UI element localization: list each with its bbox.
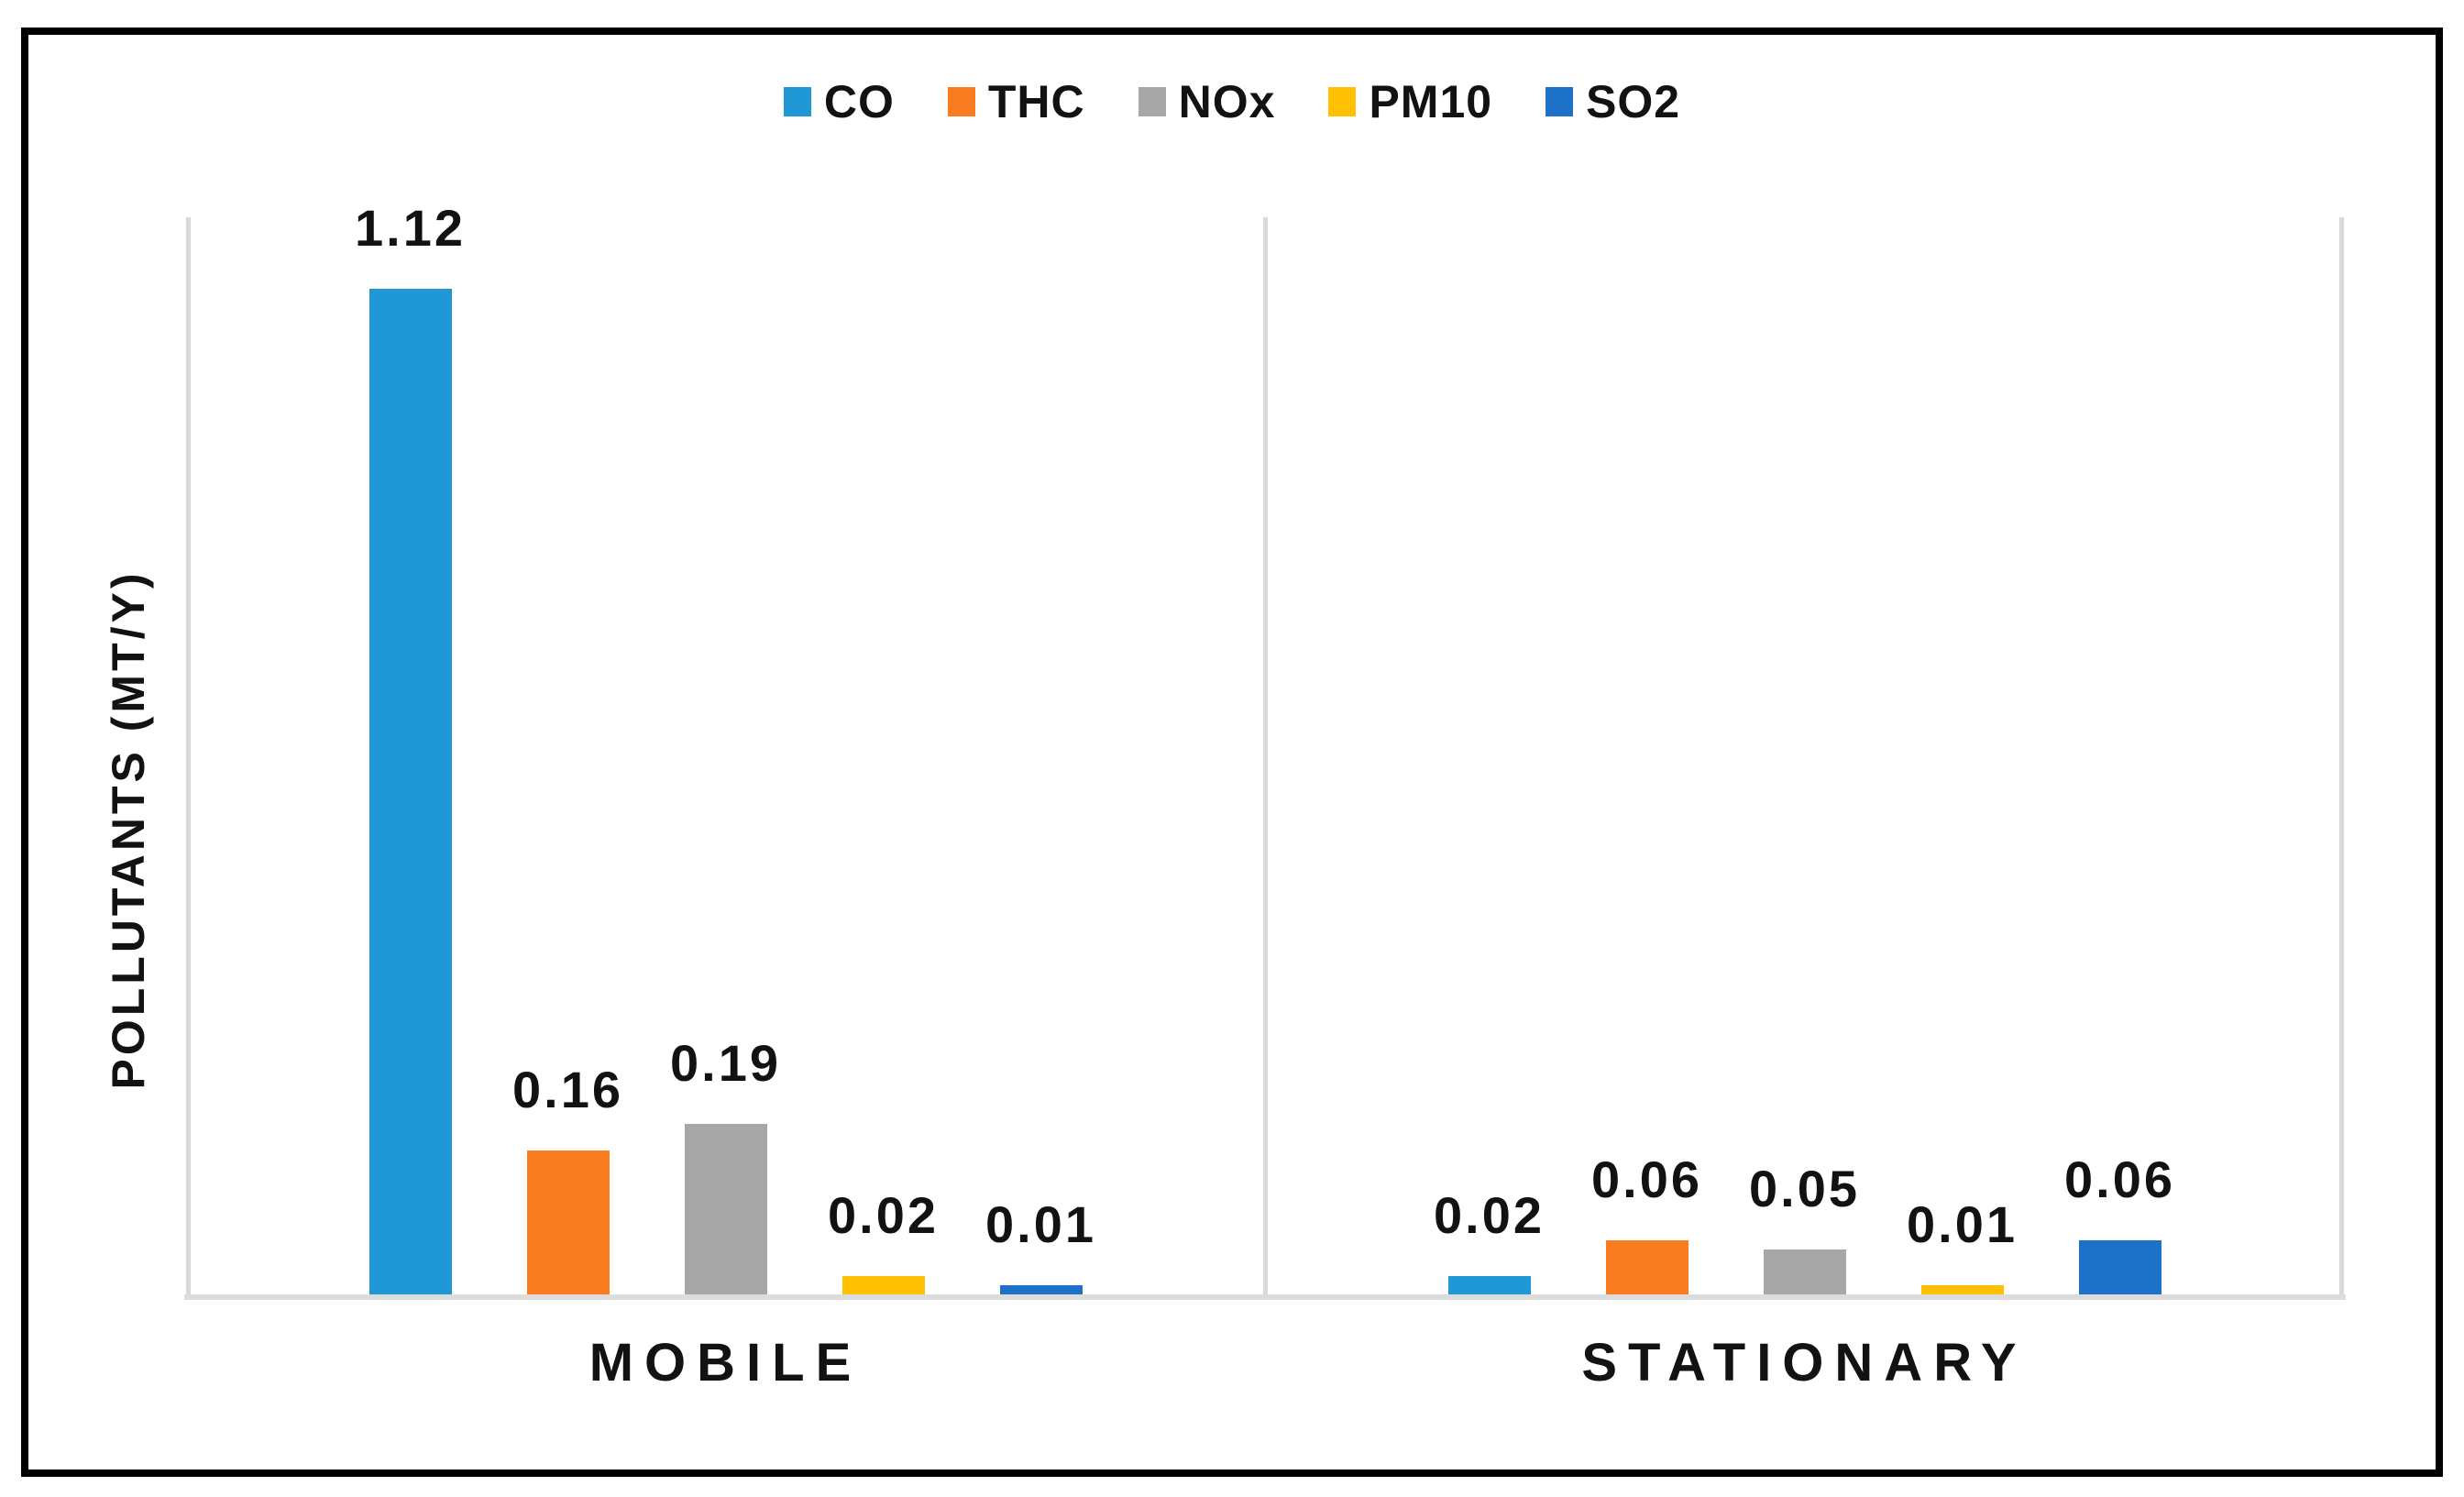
bar-mobile-so2	[999, 1285, 1083, 1294]
legend-marker-co	[783, 87, 811, 116]
legend-label-nox: NOx	[1178, 76, 1276, 127]
legend-item-so2: SO2	[1546, 79, 1680, 125]
y-axis-line	[186, 217, 191, 1294]
legend-item-nox: NOx	[1138, 79, 1276, 125]
legend: CO THC NOx PM10 SO2	[0, 79, 2464, 125]
bar-mobile-pm10	[842, 1276, 925, 1294]
legend-label-so2: SO2	[1586, 76, 1681, 127]
x-axis-line	[184, 1294, 2346, 1300]
data-label-mobile-nox: 0.19	[670, 1034, 781, 1092]
legend-label-pm10: PM10	[1369, 76, 1493, 127]
bar-stationary-co	[1447, 1276, 1531, 1294]
category-divider-line	[1263, 217, 1268, 1294]
legend-item-co: CO	[783, 76, 895, 127]
data-label-mobile-so2: 0.01	[985, 1195, 1096, 1253]
category-label-stationary: STATIONARY	[1581, 1333, 2028, 1392]
legend-marker-so2	[1546, 87, 1574, 116]
legend-marker-nox	[1138, 87, 1166, 116]
bar-stationary-pm10	[1920, 1285, 2004, 1294]
legend-marker-pm10	[1328, 87, 1357, 116]
plot-area: 1.12 0.16 0.19 0.02 0.01 0.02 0.06 0.05 0.01 0.06	[184, 203, 2346, 1300]
bar-mobile-co	[368, 289, 452, 1294]
category-label-mobile: MOBILE	[588, 1333, 863, 1392]
bar-stationary-thc	[1605, 1240, 1688, 1294]
data-label-stationary-co: 0.02	[1434, 1186, 1545, 1244]
y-axis-title: POLLUTANTS (MT/Y)	[103, 569, 154, 1090]
data-label-stationary-thc: 0.06	[1591, 1150, 1702, 1208]
legend-label-thc: THC	[987, 76, 1085, 127]
legend-label-co: CO	[823, 76, 895, 127]
category-labels: MOBILE STATIONARY	[186, 1337, 2344, 1410]
bar-mobile-nox	[684, 1124, 767, 1294]
bar-stationary-so2	[2078, 1240, 2162, 1294]
bar-stationary-nox	[1763, 1249, 1846, 1294]
legend-marker-thc	[947, 87, 975, 116]
data-label-stationary-pm10: 0.01	[1907, 1195, 2018, 1253]
legend-item-thc: THC	[947, 76, 1085, 127]
data-label-mobile-co: 1.12	[355, 199, 466, 257]
data-label-mobile-thc: 0.16	[512, 1061, 623, 1118]
chart-frame	[21, 28, 2443, 1477]
bar-mobile-thc	[526, 1150, 610, 1294]
data-label-stationary-so2: 0.06	[2064, 1150, 2175, 1208]
plot-right-border-line	[2339, 217, 2344, 1294]
legend-item-pm10: PM10	[1328, 79, 1492, 125]
data-label-mobile-pm10: 0.02	[828, 1186, 939, 1244]
data-label-stationary-nox: 0.05	[1749, 1160, 1860, 1217]
